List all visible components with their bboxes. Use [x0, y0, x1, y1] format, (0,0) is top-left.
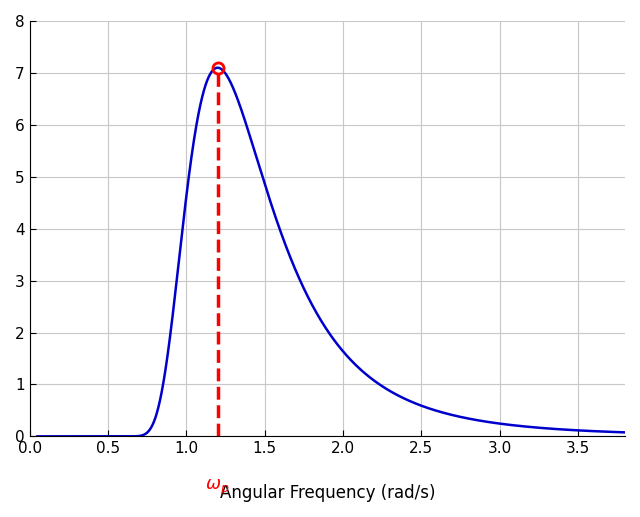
Text: $\omega_p$: $\omega_p$	[205, 478, 230, 498]
X-axis label: Angular Frequency (rad/s): Angular Frequency (rad/s)	[220, 484, 435, 502]
